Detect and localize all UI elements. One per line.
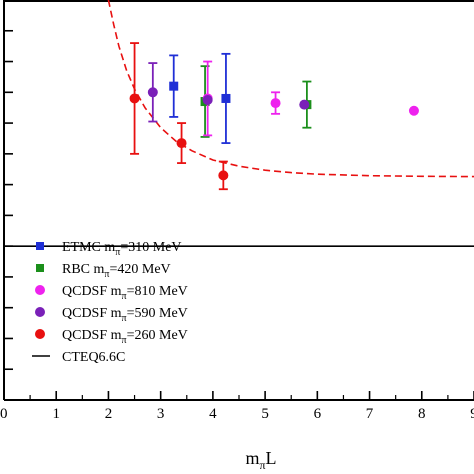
x-tick-label: 2 [105,406,113,422]
legend-entry: QCDSF mπ=260 MeV [35,328,188,346]
legend-label: RBC mπ=420 MeV [62,262,171,280]
legend-label: QCDSF mπ=810 MeV [62,284,188,302]
data-point [147,62,158,123]
circle-marker [218,170,229,181]
circle-marker [129,93,140,104]
legend-circle-marker [35,307,45,317]
data-points [129,42,419,191]
circle-marker [202,95,213,105]
square-marker [169,81,179,91]
dashed-curve [107,0,474,178]
legend-circle-marker [35,329,45,339]
x-tick-label: 0 [0,406,8,422]
x-tick-labels: 0 1 2 3 4 5 6 7 8 9 [0,406,474,422]
legend-label: QCDSF mπ=590 MeV [62,306,188,324]
fit-curve [107,0,474,178]
legend-entry: QCDSF mπ=590 MeV [35,306,188,324]
legend-entry: ETMC mπ=310 MeV [36,240,182,258]
x-tick-label: 8 [418,406,426,422]
x-tick-label: 4 [209,406,217,422]
circle-marker [299,99,310,110]
data-point [270,91,281,115]
circle-marker [147,87,158,98]
legend-label: QCDSF mπ=260 MeV [62,328,188,346]
legend-entry: QCDSF mπ=810 MeV [35,284,188,302]
data-point [202,95,213,105]
x-tick-label: 3 [157,406,165,422]
legend-circle-marker [35,285,45,295]
x-tick-label: 7 [366,406,374,422]
legend-entry: CTEQ6.6C [32,350,125,365]
axis-ticks [3,29,474,400]
legend: ETMC mπ=310 MeV RBC mπ=420 MeV QCDSF mπ=81… [32,240,188,365]
x-axis-title: mπL [245,448,276,472]
data-point [218,160,229,191]
legend-label: CTEQ6.6C [62,350,125,365]
circle-marker [176,138,187,149]
data-point [408,105,419,116]
circle-marker [270,98,281,109]
circle-marker [408,105,419,116]
data-point [169,54,179,118]
x-tick-label: 1 [52,406,60,422]
legend-label: ETMC mπ=310 MeV [62,240,182,258]
legend-square-marker [36,264,44,272]
data-point [176,122,187,164]
legend-square-marker [36,242,44,250]
data-point [299,99,310,110]
x-tick-label: 6 [314,406,322,422]
legend-entry: RBC mπ=420 MeV [36,262,171,280]
data-point [129,42,140,155]
x-tick-label: 5 [261,406,269,422]
data-point [221,52,231,144]
square-marker [221,93,231,103]
x-tick-label: 9 [470,406,474,422]
